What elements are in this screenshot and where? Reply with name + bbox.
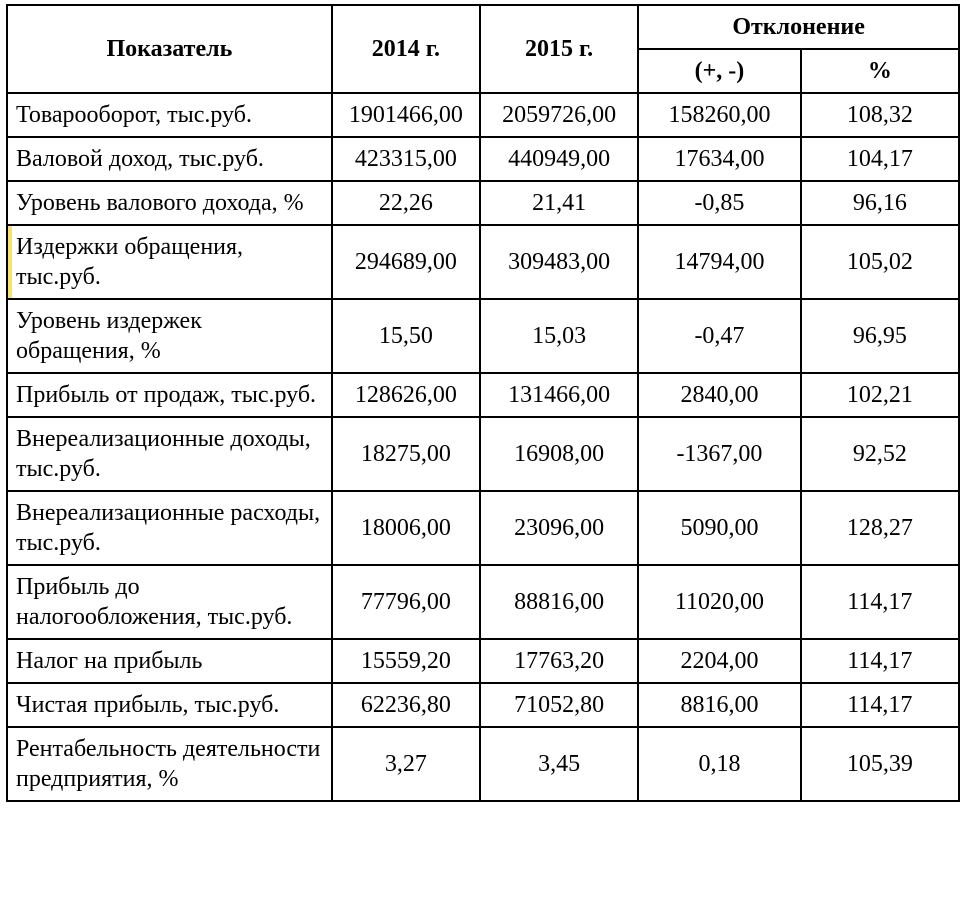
table-row: Валовой доход, тыс.руб.423315,00440949,0… bbox=[7, 137, 959, 181]
cell-deviation-pct: 105,02 bbox=[801, 225, 959, 299]
cell-deviation-pct: 128,27 bbox=[801, 491, 959, 565]
cell-2015: 131466,00 bbox=[480, 373, 638, 417]
financial-table: Показатель 2014 г. 2015 г. Отклонение (+… bbox=[6, 4, 960, 802]
col-header-indicator: Показатель bbox=[7, 5, 332, 93]
table-row: Уровень валового дохода, %22,2621,41-0,8… bbox=[7, 181, 959, 225]
table-row: Уровень издержек обращения, %15,5015,03-… bbox=[7, 299, 959, 373]
cell-2014: 294689,00 bbox=[332, 225, 480, 299]
cell-deviation-pct: 102,21 bbox=[801, 373, 959, 417]
cell-deviation-abs: 11020,00 bbox=[638, 565, 800, 639]
cell-indicator: Рентабельность деятельности предприятия,… bbox=[7, 727, 332, 801]
table-row: Товарооборот, тыс.руб.1901466,002059726,… bbox=[7, 93, 959, 137]
cell-deviation-abs: 17634,00 bbox=[638, 137, 800, 181]
header-row-1: Показатель 2014 г. 2015 г. Отклонение bbox=[7, 5, 959, 49]
cell-2014: 3,27 bbox=[332, 727, 480, 801]
cell-2015: 16908,00 bbox=[480, 417, 638, 491]
cell-deviation-abs: 5090,00 bbox=[638, 491, 800, 565]
cell-2014: 128626,00 bbox=[332, 373, 480, 417]
table-row: Налог на прибыль15559,2017763,202204,001… bbox=[7, 639, 959, 683]
cell-2014: 423315,00 bbox=[332, 137, 480, 181]
cell-indicator: Чистая прибыль, тыс.руб. bbox=[7, 683, 332, 727]
table-row: Внереализационные доходы, тыс.руб.18275,… bbox=[7, 417, 959, 491]
cell-indicator: Товарооборот, тыс.руб. bbox=[7, 93, 332, 137]
cell-2015: 23096,00 bbox=[480, 491, 638, 565]
cell-deviation-pct: 108,32 bbox=[801, 93, 959, 137]
cell-indicator: Налог на прибыль bbox=[7, 639, 332, 683]
cell-indicator: Прибыль до налогообложения, тыс.руб. bbox=[7, 565, 332, 639]
cell-indicator: Внереализационные расходы, тыс.руб. bbox=[7, 491, 332, 565]
cell-deviation-pct: 114,17 bbox=[801, 565, 959, 639]
cell-2015: 71052,80 bbox=[480, 683, 638, 727]
col-header-deviation: Отклонение bbox=[638, 5, 959, 49]
cell-indicator: Издержки обращения, тыс.руб. bbox=[7, 225, 332, 299]
table-row: Внереализационные расходы, тыс.руб.18006… bbox=[7, 491, 959, 565]
cell-deviation-abs: 158260,00 bbox=[638, 93, 800, 137]
col-header-2015: 2015 г. bbox=[480, 5, 638, 93]
table-row: Прибыль от продаж, тыс.руб.128626,001314… bbox=[7, 373, 959, 417]
cell-2014: 15,50 bbox=[332, 299, 480, 373]
page: Показатель 2014 г. 2015 г. Отклонение (+… bbox=[0, 0, 966, 808]
cell-2015: 3,45 bbox=[480, 727, 638, 801]
cell-2014: 1901466,00 bbox=[332, 93, 480, 137]
cell-2015: 17763,20 bbox=[480, 639, 638, 683]
cell-deviation-abs: -0,85 bbox=[638, 181, 800, 225]
cell-2015: 88816,00 bbox=[480, 565, 638, 639]
cell-2015: 440949,00 bbox=[480, 137, 638, 181]
cell-2014: 15559,20 bbox=[332, 639, 480, 683]
col-header-2014: 2014 г. bbox=[332, 5, 480, 93]
cell-indicator: Внереализационные доходы, тыс.руб. bbox=[7, 417, 332, 491]
cell-2015: 21,41 bbox=[480, 181, 638, 225]
cell-indicator: Уровень издержек обращения, % bbox=[7, 299, 332, 373]
col-header-deviation-pct: % bbox=[801, 49, 959, 93]
col-header-deviation-abs: (+, -) bbox=[638, 49, 800, 93]
cell-2015: 2059726,00 bbox=[480, 93, 638, 137]
cell-2014: 77796,00 bbox=[332, 565, 480, 639]
cell-deviation-pct: 104,17 bbox=[801, 137, 959, 181]
cell-2014: 22,26 bbox=[332, 181, 480, 225]
cell-2014: 18006,00 bbox=[332, 491, 480, 565]
cell-2014: 18275,00 bbox=[332, 417, 480, 491]
cell-deviation-abs: -0,47 bbox=[638, 299, 800, 373]
cell-deviation-pct: 96,95 bbox=[801, 299, 959, 373]
cell-deviation-abs: 2840,00 bbox=[638, 373, 800, 417]
cell-deviation-abs: 2204,00 bbox=[638, 639, 800, 683]
cell-indicator: Прибыль от продаж, тыс.руб. bbox=[7, 373, 332, 417]
table-body: Товарооборот, тыс.руб.1901466,002059726,… bbox=[7, 93, 959, 801]
cell-2014: 62236,80 bbox=[332, 683, 480, 727]
cell-deviation-pct: 114,17 bbox=[801, 683, 959, 727]
cell-deviation-pct: 92,52 bbox=[801, 417, 959, 491]
table-header: Показатель 2014 г. 2015 г. Отклонение (+… bbox=[7, 5, 959, 93]
cell-deviation-abs: -1367,00 bbox=[638, 417, 800, 491]
cell-deviation-pct: 105,39 bbox=[801, 727, 959, 801]
cell-deviation-abs: 0,18 bbox=[638, 727, 800, 801]
cell-indicator: Уровень валового дохода, % bbox=[7, 181, 332, 225]
cell-deviation-pct: 96,16 bbox=[801, 181, 959, 225]
cell-2015: 15,03 bbox=[480, 299, 638, 373]
table-row: Чистая прибыль, тыс.руб.62236,8071052,80… bbox=[7, 683, 959, 727]
cell-deviation-pct: 114,17 bbox=[801, 639, 959, 683]
table-row: Издержки обращения, тыс.руб.294689,00309… bbox=[7, 225, 959, 299]
cell-deviation-abs: 8816,00 bbox=[638, 683, 800, 727]
cell-indicator: Валовой доход, тыс.руб. bbox=[7, 137, 332, 181]
cell-2015: 309483,00 bbox=[480, 225, 638, 299]
table-row: Прибыль до налогообложения, тыс.руб.7779… bbox=[7, 565, 959, 639]
cell-deviation-abs: 14794,00 bbox=[638, 225, 800, 299]
table-row: Рентабельность деятельности предприятия,… bbox=[7, 727, 959, 801]
